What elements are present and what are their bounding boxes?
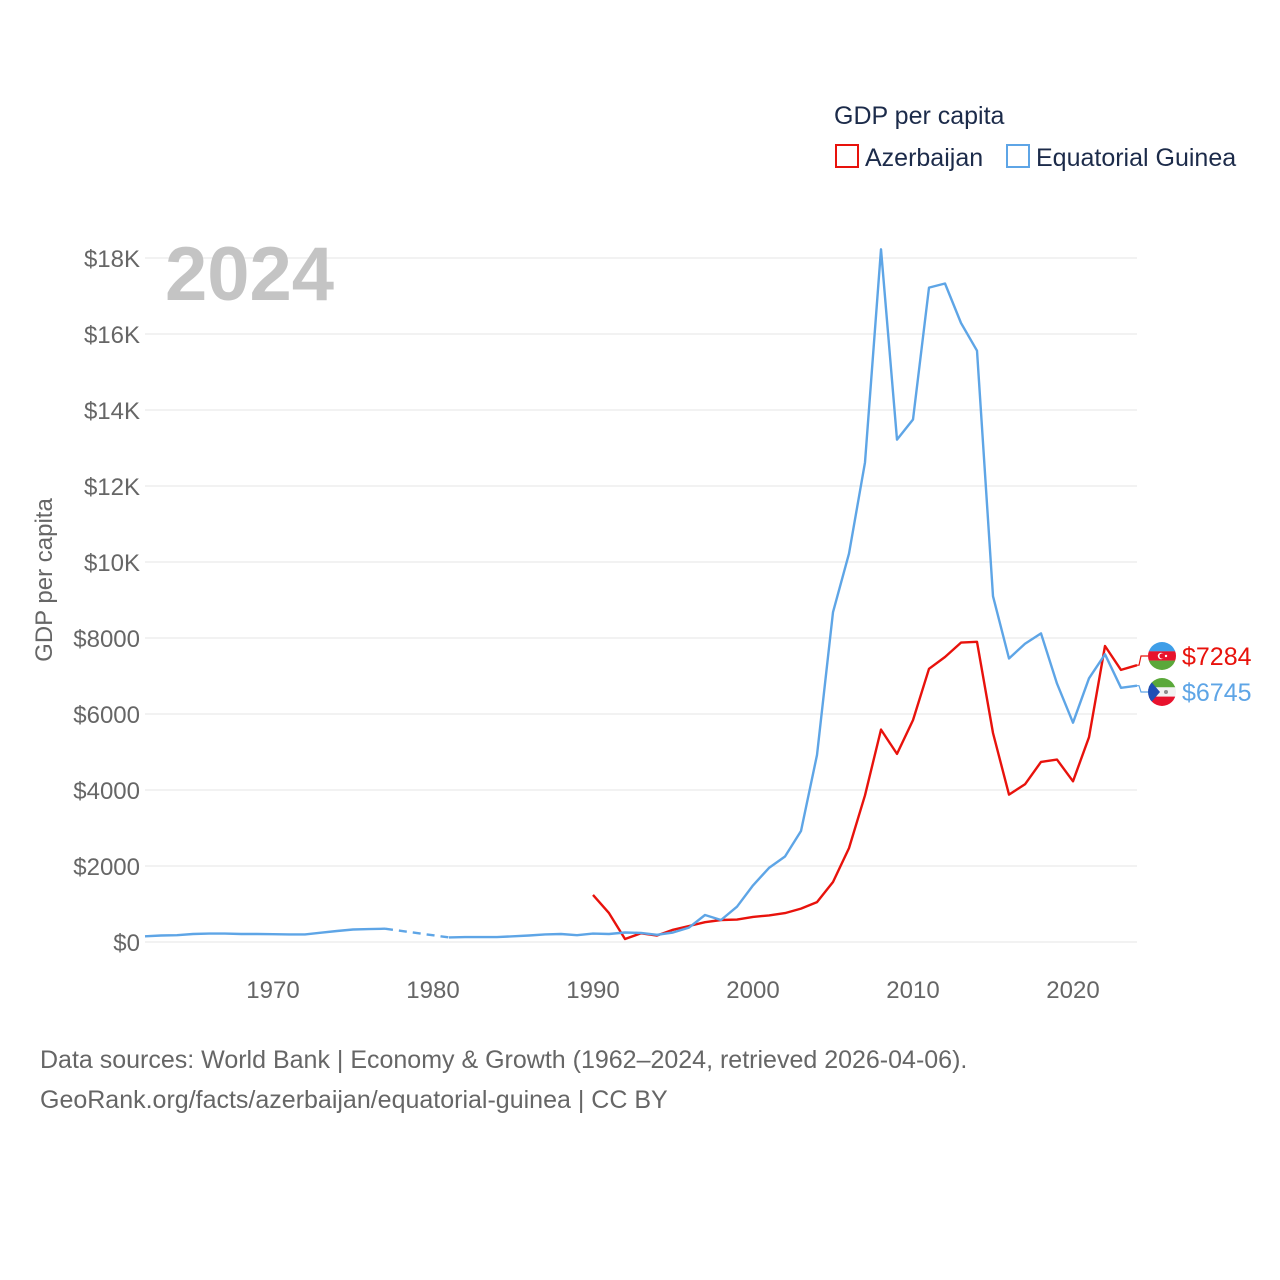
x-tick-label: 2020 [1046,977,1099,1004]
x-tick-label: 1990 [566,977,619,1004]
x-tick-label: 1980 [406,977,459,1004]
end-label-connector-azerbaijan [1137,655,1148,666]
y-axis-ticks: $0 $2000 $4000 $6000 $8000 $10K $12K $14K $16K $1… [73,246,140,957]
y-tick-label: $12K [84,474,140,501]
gridlines [145,257,1137,943]
series-line-equatorial-guinea[interactable] [144,927,386,938]
equatorial-guinea-flag-icon [1148,678,1176,706]
end-value-label-azerbaijan: $7284 [1182,643,1252,671]
series-line-azerbaijan[interactable] [592,640,1138,941]
x-axis-ticks: 1970 1980 1990 2000 2010 2020 [246,977,1099,1004]
end-labels: $7284 $6745 [1137,643,1252,707]
y-tick-label: $4000 [73,778,140,805]
year-label: 2024 [165,232,334,317]
x-tick-label: 2010 [886,977,939,1004]
legend-title: GDP per capita [834,102,1005,130]
y-tick-label: $0 [113,930,140,957]
end-label-connector-equatorial-guinea [1137,685,1148,693]
y-tick-label: $6000 [73,702,140,729]
legend-label-equatorial-guinea[interactable]: Equatorial Guinea [1036,144,1236,172]
footer: Data sources: World Bank | Economy & Gro… [40,1040,967,1120]
legend: GDP per capita Azerbaijan Equatorial Gui… [834,102,1236,172]
legend-swatch-azerbaijan[interactable] [835,144,859,168]
legend-label-azerbaijan[interactable]: Azerbaijan [865,144,983,172]
end-value-label-equatorial-guinea: $6745 [1182,679,1252,707]
y-tick-label: $10K [84,550,140,577]
y-tick-label: $8000 [73,626,140,653]
y-tick-label: $2000 [73,854,140,881]
azerbaijan-flag-icon [1148,642,1176,670]
legend-swatch-equatorial-guinea[interactable] [1006,144,1030,168]
source-url-text[interactable]: GeoRank.org/facts/azerbaijan/equatorial-… [40,1086,668,1114]
series-line-equatorial-guinea[interactable] [448,248,1138,939]
gdp-line-chart: $0 $2000 $4000 $6000 $8000 $10K $12K $14K $16K $1… [31,102,1252,1004]
y-tick-label: $16K [84,322,140,349]
y-tick-label: $18K [84,246,140,273]
x-tick-label: 2000 [726,977,779,1004]
series-gap-equatorial-guinea [384,927,450,939]
y-axis-title: GDP per capita [31,498,58,662]
series-lines [144,248,1138,941]
y-tick-label: $14K [84,398,140,425]
x-tick-label: 1970 [246,977,299,1004]
data-source-text: Data sources: World Bank | Economy & Gro… [40,1046,968,1074]
